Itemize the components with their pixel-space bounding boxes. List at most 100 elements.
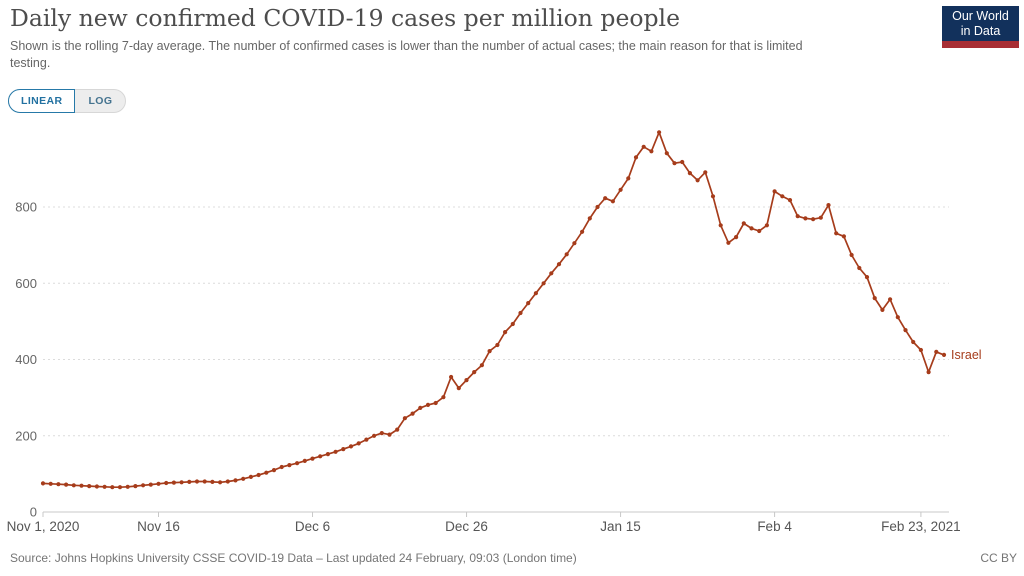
data-point-marker[interactable] — [710, 194, 716, 199]
data-point-marker[interactable] — [487, 349, 492, 354]
data-point-marker[interactable] — [402, 416, 407, 421]
data-point-marker[interactable] — [726, 240, 731, 245]
data-point-marker[interactable] — [295, 461, 300, 466]
data-point-marker[interactable] — [572, 241, 577, 246]
data-point-marker[interactable] — [510, 321, 515, 327]
data-point-marker[interactable] — [703, 170, 708, 175]
data-point-marker[interactable] — [333, 449, 338, 454]
data-point-marker[interactable] — [795, 214, 800, 219]
data-point-marker[interactable] — [880, 307, 885, 312]
data-point-marker[interactable] — [587, 216, 592, 221]
linear-scale-button[interactable]: LINEAR — [8, 89, 76, 113]
data-point-marker[interactable] — [680, 159, 685, 165]
data-point-marker[interactable] — [456, 386, 461, 391]
data-point-marker[interactable] — [657, 130, 662, 135]
data-point-marker[interactable] — [541, 281, 546, 286]
data-point-marker[interactable] — [341, 447, 346, 452]
data-point-marker[interactable] — [764, 223, 770, 228]
data-point-marker[interactable] — [495, 342, 500, 348]
data-point-marker[interactable] — [171, 480, 176, 485]
data-point-marker[interactable] — [772, 189, 777, 194]
data-point-marker[interactable] — [441, 395, 446, 400]
data-point-marker[interactable] — [718, 223, 723, 228]
data-point-marker[interactable] — [156, 481, 161, 486]
data-point-marker[interactable] — [911, 339, 916, 345]
data-point-marker[interactable] — [734, 235, 739, 240]
data-point-marker[interactable] — [71, 483, 76, 488]
data-point-marker[interactable] — [479, 363, 484, 368]
data-point-marker[interactable] — [395, 427, 400, 432]
data-point-marker[interactable] — [803, 216, 808, 221]
data-point-marker[interactable] — [556, 262, 562, 267]
data-point-marker[interactable] — [864, 275, 870, 280]
data-point-marker[interactable] — [618, 187, 623, 192]
data-point-marker[interactable] — [934, 349, 939, 354]
data-point-marker[interactable] — [787, 198, 793, 203]
data-point-marker[interactable] — [164, 480, 169, 486]
data-point-marker[interactable] — [849, 252, 854, 258]
data-point-marker[interactable] — [94, 484, 99, 489]
data-point-marker[interactable] — [595, 204, 600, 210]
data-point-marker[interactable] — [918, 347, 924, 353]
license-label[interactable]: CC BY — [980, 551, 1017, 565]
data-point-marker[interactable] — [302, 458, 307, 463]
data-point-marker[interactable] — [633, 155, 639, 160]
data-point-marker[interactable] — [133, 484, 138, 489]
data-point-marker[interactable] — [79, 483, 84, 488]
data-point-marker[interactable] — [580, 229, 585, 234]
data-point-marker[interactable] — [857, 265, 862, 271]
data-point-marker[interactable] — [318, 454, 323, 459]
data-point-marker[interactable] — [310, 456, 315, 461]
data-point-marker[interactable] — [364, 437, 369, 442]
data-point-marker[interactable] — [64, 482, 69, 487]
data-point-marker[interactable] — [888, 297, 893, 302]
data-point-marker[interactable] — [279, 464, 284, 470]
data-point-marker[interactable] — [687, 171, 693, 176]
data-point-marker[interactable] — [811, 217, 816, 222]
log-scale-button[interactable]: LOG — [75, 90, 125, 112]
data-point-marker[interactable] — [125, 484, 130, 489]
data-point-marker[interactable] — [603, 196, 608, 201]
data-point-marker[interactable] — [202, 479, 207, 484]
data-point-marker[interactable] — [926, 370, 931, 375]
data-point-marker[interactable] — [503, 330, 508, 335]
data-point-marker[interactable] — [841, 234, 847, 239]
data-point-marker[interactable] — [826, 203, 831, 208]
data-point-marker[interactable] — [526, 301, 531, 306]
data-point-marker[interactable] — [379, 431, 384, 436]
data-point-marker[interactable] — [895, 315, 900, 320]
data-point-marker[interactable] — [256, 472, 261, 478]
data-point-marker[interactable] — [418, 405, 423, 410]
data-point-marker[interactable] — [325, 452, 330, 457]
data-point-marker[interactable] — [464, 378, 469, 383]
data-point-marker[interactable] — [148, 482, 153, 487]
data-point-marker[interactable] — [749, 226, 754, 231]
data-point-marker[interactable] — [241, 476, 246, 481]
data-point-marker[interactable] — [564, 252, 569, 257]
data-point-marker[interactable] — [425, 402, 431, 407]
data-point-marker[interactable] — [141, 483, 146, 488]
data-point-marker[interactable] — [356, 441, 361, 446]
data-point-marker[interactable] — [187, 479, 192, 484]
data-point-marker[interactable] — [433, 400, 438, 406]
data-point-marker[interactable] — [271, 468, 277, 473]
data-point-marker[interactable] — [818, 215, 823, 220]
owid-logo[interactable]: Our World in Data — [942, 6, 1019, 48]
data-point-marker[interactable] — [741, 221, 746, 226]
data-point-marker[interactable] — [56, 482, 61, 487]
data-point-marker[interactable] — [757, 228, 762, 234]
data-point-marker[interactable] — [549, 271, 554, 276]
data-point-marker[interactable] — [834, 231, 839, 236]
data-point-marker[interactable] — [248, 474, 253, 479]
data-point-marker[interactable] — [40, 481, 46, 486]
data-point-marker[interactable] — [348, 444, 354, 449]
data-point-marker[interactable] — [387, 432, 392, 437]
data-point-marker[interactable] — [610, 199, 616, 204]
data-point-marker[interactable] — [695, 178, 700, 183]
data-point-marker[interactable] — [533, 291, 539, 296]
data-point-marker[interactable] — [903, 328, 908, 333]
data-point-marker[interactable] — [780, 194, 785, 199]
data-point-marker[interactable] — [233, 478, 238, 483]
data-point-marker[interactable] — [225, 479, 230, 484]
